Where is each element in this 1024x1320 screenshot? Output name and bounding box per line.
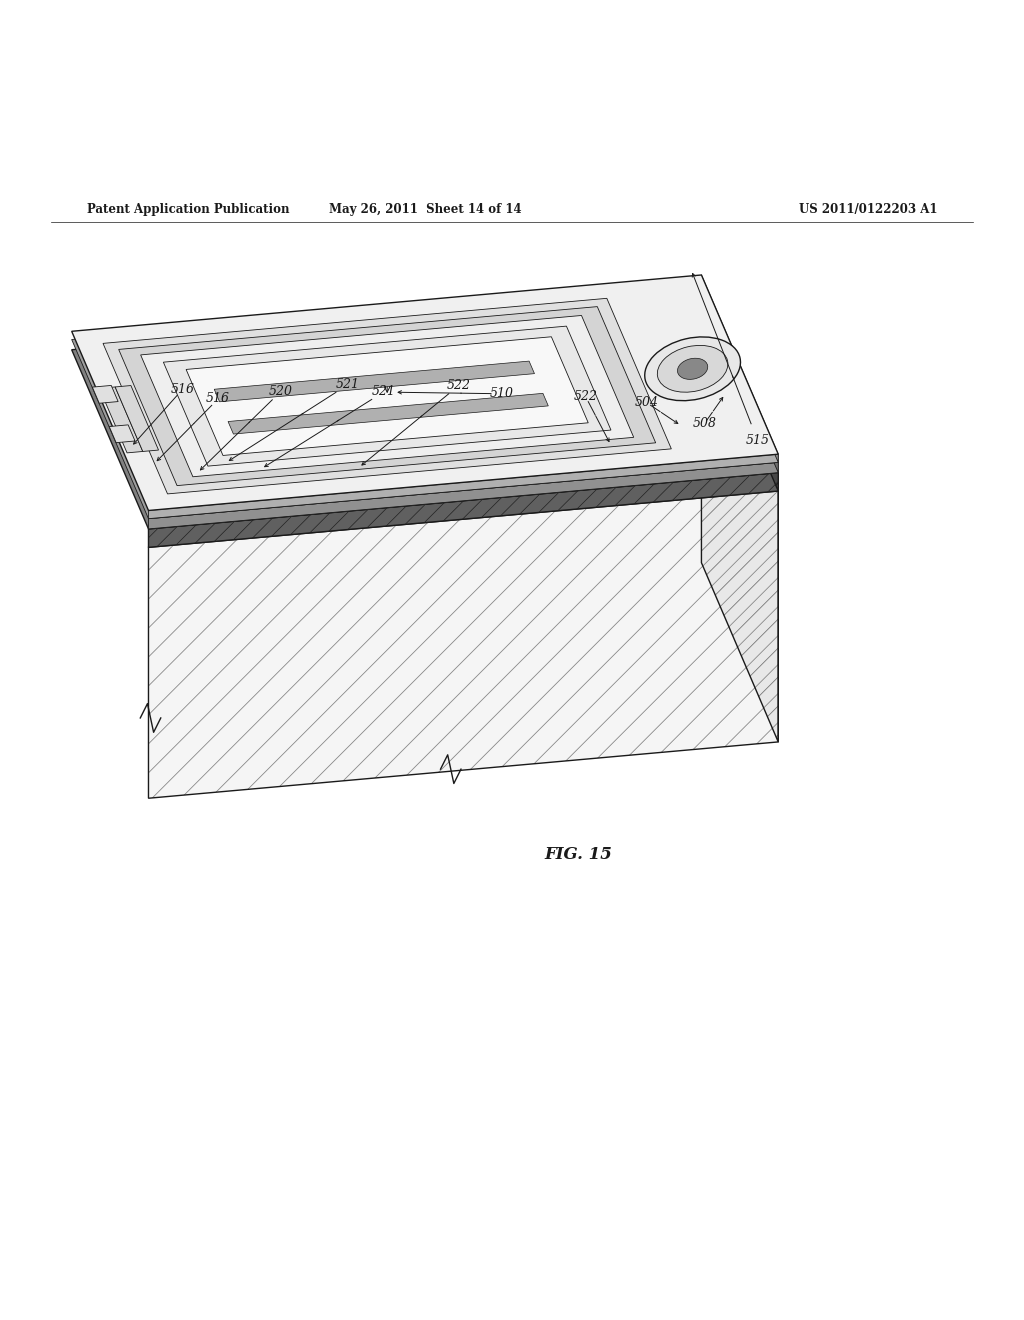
Ellipse shape xyxy=(657,346,728,392)
Text: 522: 522 xyxy=(573,391,598,404)
Polygon shape xyxy=(148,491,778,799)
Polygon shape xyxy=(701,312,778,742)
Polygon shape xyxy=(701,284,778,473)
Polygon shape xyxy=(164,326,611,466)
Text: FIG. 15: FIG. 15 xyxy=(545,846,612,863)
Ellipse shape xyxy=(645,337,740,401)
Text: Patent Application Publication: Patent Application Publication xyxy=(87,203,290,216)
Polygon shape xyxy=(72,293,778,529)
Polygon shape xyxy=(99,387,142,453)
Text: 521: 521 xyxy=(372,385,396,399)
Polygon shape xyxy=(186,337,588,455)
Polygon shape xyxy=(148,454,778,519)
Polygon shape xyxy=(115,385,159,451)
Polygon shape xyxy=(92,385,118,403)
Polygon shape xyxy=(140,315,634,477)
Text: US 2011/0122203 A1: US 2011/0122203 A1 xyxy=(799,203,937,216)
Polygon shape xyxy=(148,462,778,529)
Text: 521: 521 xyxy=(336,378,360,391)
Polygon shape xyxy=(701,293,778,491)
Polygon shape xyxy=(72,275,778,511)
Text: 516: 516 xyxy=(170,383,195,396)
Polygon shape xyxy=(103,298,672,494)
Text: 510: 510 xyxy=(489,387,514,400)
Text: 508: 508 xyxy=(692,417,717,430)
Text: 520: 520 xyxy=(268,385,293,399)
Text: 516: 516 xyxy=(206,392,230,405)
Polygon shape xyxy=(701,293,778,491)
Polygon shape xyxy=(72,284,778,519)
Polygon shape xyxy=(148,473,778,548)
Text: May 26, 2011  Sheet 14 of 14: May 26, 2011 Sheet 14 of 14 xyxy=(329,203,521,216)
Polygon shape xyxy=(119,306,655,486)
Ellipse shape xyxy=(678,358,708,379)
Text: 522: 522 xyxy=(446,379,471,392)
Polygon shape xyxy=(228,393,548,434)
Polygon shape xyxy=(214,362,535,401)
Polygon shape xyxy=(148,491,778,799)
Text: 504: 504 xyxy=(635,396,659,409)
Text: 515: 515 xyxy=(745,434,770,447)
Polygon shape xyxy=(148,473,778,548)
Polygon shape xyxy=(701,312,778,742)
Polygon shape xyxy=(701,275,778,462)
Polygon shape xyxy=(110,425,135,442)
